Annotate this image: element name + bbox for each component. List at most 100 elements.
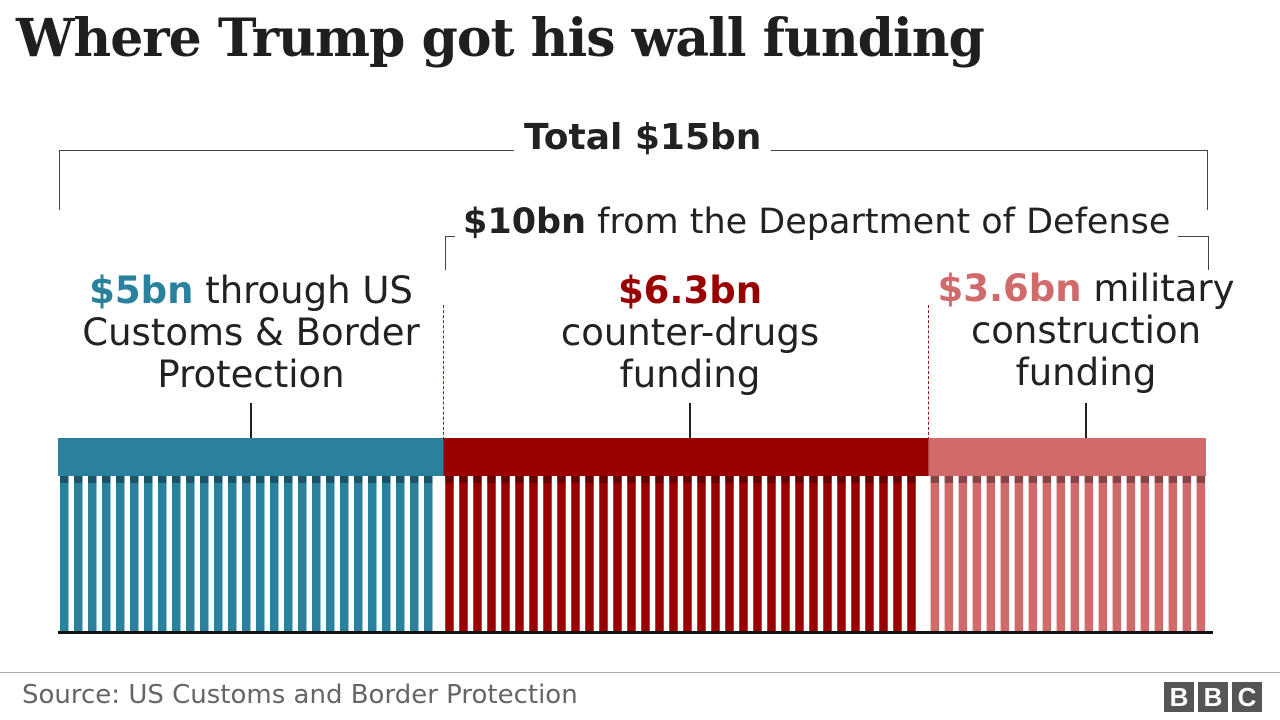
segment-label-counter-drugs: $6.3bn counter-drugs funding <box>540 270 840 396</box>
wall-slat <box>655 476 664 632</box>
wall-slat <box>228 476 237 632</box>
wall-slat <box>144 476 153 632</box>
bbc-logo: B B C <box>1164 682 1262 712</box>
wall-slat <box>256 476 265 632</box>
wall-slat-bracket <box>228 476 237 483</box>
wall-slat <box>200 476 209 632</box>
wall-slat-bracket <box>116 476 125 483</box>
wall-slat <box>501 476 510 632</box>
wall-slat <box>944 476 954 632</box>
wall-slat-bracket <box>445 476 454 483</box>
wall-slat <box>382 476 391 632</box>
wall-slat-bracket <box>424 476 433 483</box>
wall-slat-bracket <box>1042 476 1052 483</box>
segment-text-military: military construction funding <box>970 267 1235 394</box>
wall-slat-bracket <box>571 476 580 483</box>
wall-slat <box>851 476 860 632</box>
wall-slat <box>1154 476 1164 632</box>
wall-slat <box>214 476 223 632</box>
logo-letter-3: C <box>1232 682 1262 712</box>
wall-slat-bracket <box>74 476 83 483</box>
total-bracket-right-tick <box>1207 150 1208 210</box>
wall-slat <box>298 476 307 632</box>
wall-slat <box>837 476 846 632</box>
wall-slat <box>1126 476 1136 632</box>
wall-slat <box>571 476 580 632</box>
wall-slat <box>1168 476 1178 632</box>
wall-slat-bracket <box>382 476 391 483</box>
wall-slat <box>158 476 167 632</box>
wall-slat-bracket <box>396 476 405 483</box>
wall-slat <box>396 476 405 632</box>
wall-slat-bracket <box>944 476 954 483</box>
wall-slat <box>284 476 293 632</box>
wall-slat-bracket <box>60 476 69 483</box>
wall-slat <box>958 476 968 632</box>
wall-slat <box>823 476 832 632</box>
wall-slat-bracket <box>1168 476 1178 483</box>
wall-slat <box>1084 476 1094 632</box>
wall-slat <box>781 476 790 632</box>
wall-slat <box>1098 476 1108 632</box>
logo-letter-1: B <box>1164 682 1194 712</box>
wall-slat <box>515 476 524 632</box>
wall-slat-bracket <box>473 476 482 483</box>
wall-slat-bracket <box>851 476 860 483</box>
wall-slat-bracket <box>172 476 181 483</box>
wall-slat <box>1014 476 1024 632</box>
dod-value: $10bn <box>463 202 587 242</box>
total-bracket-left-tick <box>59 150 60 210</box>
wall-slat <box>1196 476 1206 632</box>
wall-slat <box>683 476 692 632</box>
wall-slat-bracket <box>753 476 762 483</box>
wall-slat-bracket <box>1028 476 1038 483</box>
wall-slat-bracket <box>1140 476 1150 483</box>
wall-slat-bracket <box>795 476 804 483</box>
wall-slat <box>130 476 139 632</box>
wall-slat <box>641 476 650 632</box>
total-label: Total $15bn <box>514 116 772 160</box>
wall-slat <box>585 476 594 632</box>
pointer-counter-drugs <box>689 403 691 451</box>
bar-segment-cbp <box>58 438 444 632</box>
wall-slat-bracket <box>298 476 307 483</box>
wall-slat <box>669 476 678 632</box>
dod-label: $10bn from the Department of Defense <box>455 200 1179 244</box>
wall-slat-bracket <box>930 476 940 483</box>
wall-slat-bracket <box>1182 476 1192 483</box>
wall-slat-bracket <box>781 476 790 483</box>
segment-label-cbp: $5bn through US Customs & Border Protect… <box>76 270 426 396</box>
wall-slat-bracket <box>214 476 223 483</box>
wall-slat-bracket <box>1084 476 1094 483</box>
wall-slat <box>186 476 195 632</box>
wall-slat <box>172 476 181 632</box>
wall-slat <box>88 476 97 632</box>
wall-slat <box>809 476 818 632</box>
divider-cbp-dod <box>443 305 444 440</box>
wall-slat-bracket <box>487 476 496 483</box>
wall-slat <box>60 476 69 632</box>
wall-slat-bracket <box>711 476 720 483</box>
wall-slat <box>410 476 419 632</box>
wall-slat-bracket <box>655 476 664 483</box>
wall-slat-bracket <box>1000 476 1010 483</box>
wall-slat-bracket <box>823 476 832 483</box>
wall-slat-bracket <box>767 476 776 483</box>
bar-cap-military <box>928 438 1206 476</box>
wall-slat-bracket <box>613 476 622 483</box>
wall-slat <box>753 476 762 632</box>
wall-slat <box>543 476 552 632</box>
footer-divider <box>0 672 1280 673</box>
wall-slat-bracket <box>1154 476 1164 483</box>
bar-cap-counter-drugs <box>443 438 929 476</box>
wall-slat-bracket <box>958 476 968 483</box>
wall-slat-bracket <box>1056 476 1066 483</box>
wall-slat <box>354 476 363 632</box>
wall-slat <box>473 476 482 632</box>
wall-slat <box>1182 476 1192 632</box>
wall-slat-bracket <box>837 476 846 483</box>
wall-slat-bracket <box>1126 476 1136 483</box>
wall-slat-bracket <box>312 476 321 483</box>
wall-slat-bracket <box>725 476 734 483</box>
wall-slat-bracket <box>641 476 650 483</box>
